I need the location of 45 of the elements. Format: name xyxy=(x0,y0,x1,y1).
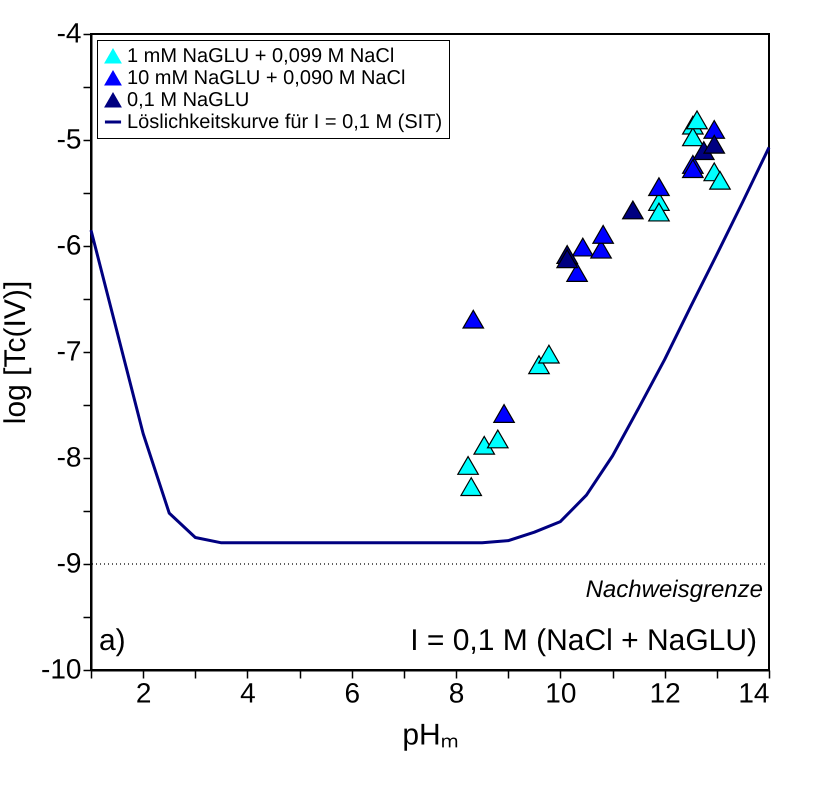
y-tick-label: -5 xyxy=(56,124,82,154)
point xyxy=(648,202,670,222)
annotation: I = 0,1 M (NaCl + NaGLU) xyxy=(410,624,757,657)
y-tick-label: -7 xyxy=(56,336,82,366)
x-axis-title: pHₘ xyxy=(402,718,459,752)
point xyxy=(486,429,509,448)
point xyxy=(457,456,479,475)
y-tick-label: -4 xyxy=(56,18,82,48)
point xyxy=(703,134,726,154)
annotation: a) xyxy=(99,624,126,657)
point xyxy=(462,310,484,329)
point xyxy=(460,477,482,496)
point xyxy=(528,355,550,374)
point xyxy=(592,224,614,244)
legend-label: 1 mM NaGLU + 0,099 M NaCl xyxy=(127,45,394,67)
y-tick-label: -8 xyxy=(56,442,82,472)
point xyxy=(709,170,731,190)
point xyxy=(686,110,708,130)
point xyxy=(682,159,704,178)
legend-label: 10 mM NaGLU + 0,090 M NaCl xyxy=(127,67,406,89)
y-tick-label: -6 xyxy=(56,230,82,260)
x-tick-label: 2 xyxy=(136,678,152,708)
x-tick-label: 14 xyxy=(738,678,770,708)
point xyxy=(622,200,644,220)
legend-label: 0,1 M NaGLU xyxy=(127,89,250,111)
point xyxy=(493,404,515,423)
x-tick-label: 6 xyxy=(344,678,360,708)
y-axis-title: log [Tc(IV)] xyxy=(0,280,32,424)
line-series xyxy=(90,146,770,544)
point xyxy=(648,177,670,196)
legend-label: Löslichkeitskurve für I = 0,1 M (SIT) xyxy=(127,111,442,133)
x-tick-label: 8 xyxy=(448,678,464,708)
point xyxy=(556,249,578,268)
point xyxy=(703,120,726,139)
y-tick-label: -9 xyxy=(56,548,82,578)
ref-line-label: Nachweisgrenze xyxy=(586,576,763,603)
x-tick-label: 12 xyxy=(650,678,681,708)
point xyxy=(682,127,704,146)
point xyxy=(566,263,588,282)
point xyxy=(572,238,594,257)
point xyxy=(538,344,560,364)
x-tick-label: 10 xyxy=(545,678,576,708)
x-tick-label: 4 xyxy=(240,678,256,708)
point xyxy=(473,436,496,455)
y-tick-label: -10 xyxy=(41,654,82,684)
